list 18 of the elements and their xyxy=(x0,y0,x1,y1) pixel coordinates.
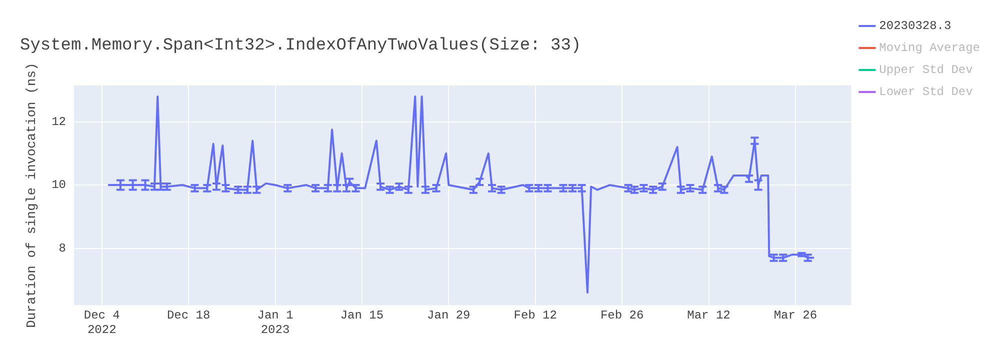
x-tick-label: Dec 18 xyxy=(166,308,210,323)
x-tick-label: Mar 26 xyxy=(774,308,818,323)
chart-title: System.Memory.Span<Int32>.IndexOfAnyTwoValues(Size: 33) xyxy=(20,36,582,56)
y-axis-title: Duration of single invocation (ns) xyxy=(24,62,40,328)
x-tick-label: Jan 29 xyxy=(427,308,470,323)
legend-label: Upper Std Dev xyxy=(879,63,973,78)
x-tick-label: Jan 1 2023 xyxy=(257,308,294,337)
x-tick-label: Feb 12 xyxy=(514,308,557,323)
y-tick-label: 10 xyxy=(52,178,66,192)
x-tick-label: Mar 12 xyxy=(687,308,730,323)
legend-label: 20230328.3 xyxy=(879,19,952,34)
x-tick-label: Dec 4 2022 xyxy=(84,308,120,337)
y-tick-label: 12 xyxy=(52,114,66,129)
x-tick-label: Feb 26 xyxy=(600,308,644,323)
y-tick-label: 8 xyxy=(58,241,66,256)
x-tick-label: Jan 15 xyxy=(340,308,384,323)
legend-label: Lower Std Dev xyxy=(879,85,973,100)
legend-label: Moving Average xyxy=(879,41,980,56)
